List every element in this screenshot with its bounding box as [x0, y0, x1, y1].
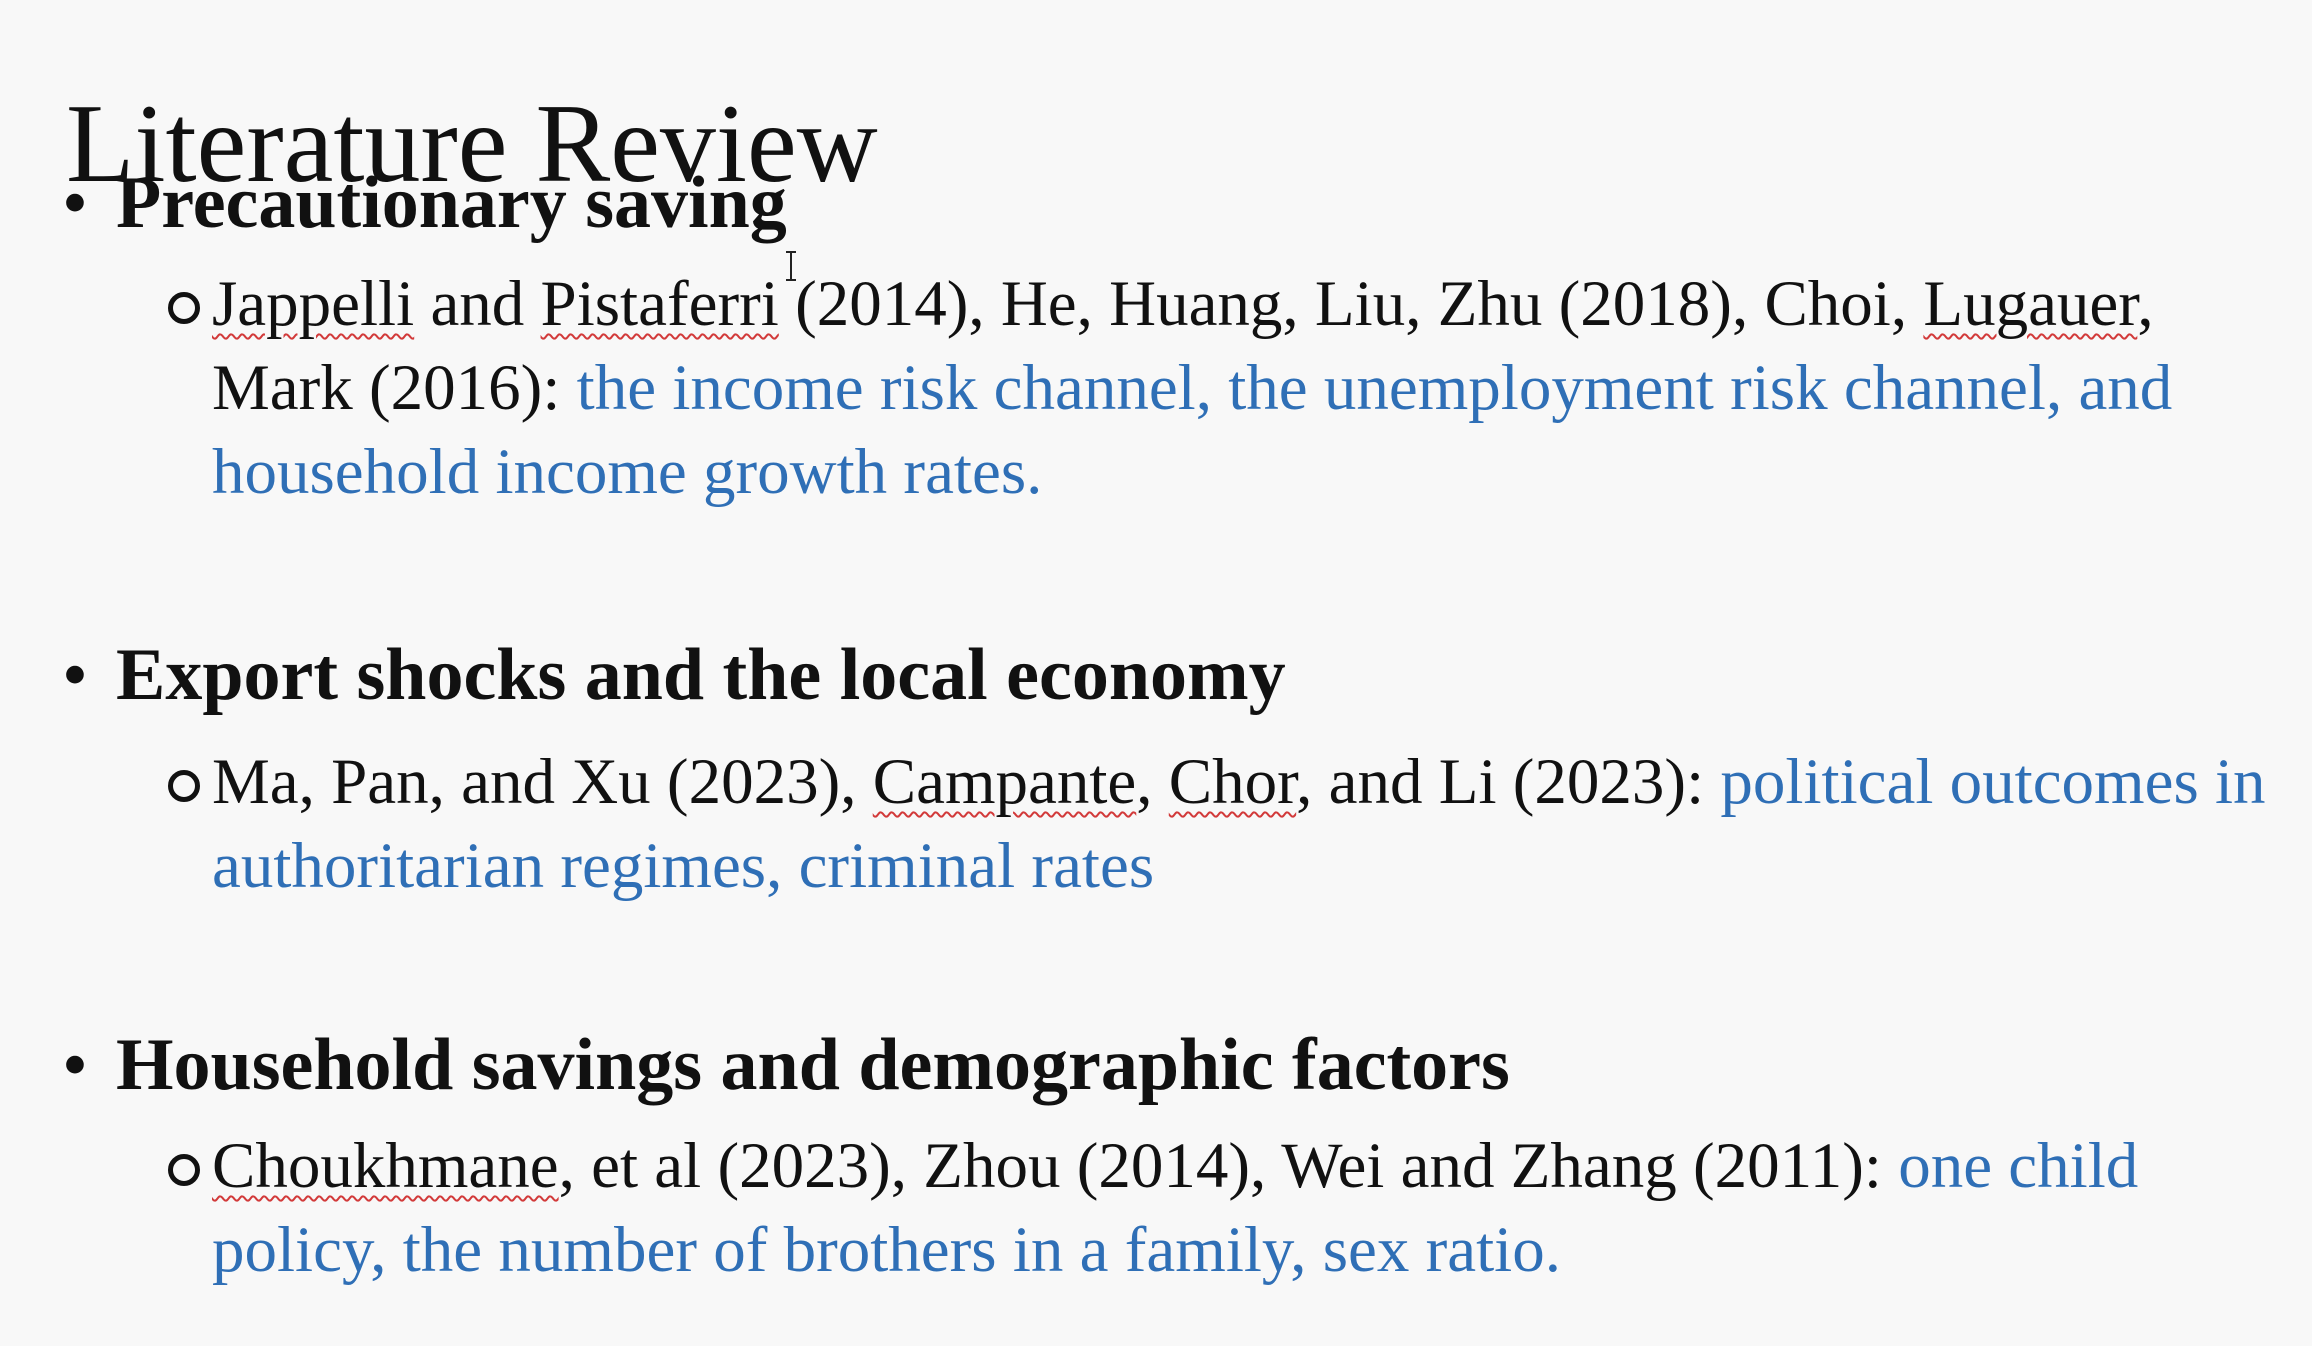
text-cursor-icon [786, 251, 796, 281]
citation-author: Choukhmane [212, 1130, 559, 1202]
section-item-text: Choukhmane, et al (2023), Zhou (2014), W… [212, 1124, 2282, 1292]
citation-text: , and Li (2023): [1296, 746, 1721, 818]
section-item-text: Ma, Pan, and Xu (2023), Campante, Chor, … [212, 740, 2282, 908]
citation-text: , Mark (2016): [212, 268, 2154, 424]
sub-bullet-icon [168, 1154, 200, 1186]
citation-author: Pistaferri [540, 268, 779, 340]
citation-author: Jappelli [212, 268, 415, 340]
section-item-household-savings: Choukhmane, et al (2023), Zhou (2014), W… [162, 1124, 2282, 1292]
section-item-precautionary-saving: Jappelli and Pistaferri (2014), He, Huan… [162, 262, 2282, 514]
sub-bullet-icon [168, 770, 200, 802]
citation-author: Chor [1168, 746, 1297, 818]
findings-text: the income risk channel, the unemploymen… [212, 352, 2173, 508]
citation-text: , et al (2023), Zhou (2014), Wei and Zha… [558, 1130, 1899, 1202]
citation-text: and [414, 268, 541, 340]
section-heading-label: Household savings and demographic factor… [116, 1024, 1510, 1106]
bullet-icon: • [62, 162, 88, 244]
section-heading-household-savings: • Household savings and demographic facto… [62, 1020, 1510, 1110]
section-item-export-shocks: Ma, Pan, and Xu (2023), Campante, Chor, … [162, 740, 2282, 908]
bullet-icon: • [62, 634, 88, 716]
bullet-icon: • [62, 1024, 88, 1106]
section-heading-precautionary-saving: • Precautionary saving [62, 158, 787, 248]
section-heading-label: Export shocks and the local economy [116, 634, 1286, 716]
citation-text: , [1136, 746, 1169, 818]
slide-title: Literature Review [66, 82, 878, 207]
citation-author: Lugauer [1923, 268, 2138, 340]
sub-bullet-icon [168, 292, 200, 324]
citation-text: Ma, Pan, and Xu (2023), [212, 746, 873, 818]
citation-text: (2014), He, Huang, Liu, Zhu (2018), Choi… [778, 268, 1924, 340]
citation-author: Campante [872, 746, 1137, 818]
section-item-text: Jappelli and Pistaferri (2014), He, Huan… [212, 262, 2282, 514]
findings-text: political outcomes in authoritarian regi… [212, 746, 2266, 902]
findings-text: one child policy, the number of brothers… [212, 1130, 2139, 1286]
section-heading-label: Precautionary saving [116, 162, 787, 244]
section-heading-export-shocks: • Export shocks and the local economy [62, 630, 1286, 720]
